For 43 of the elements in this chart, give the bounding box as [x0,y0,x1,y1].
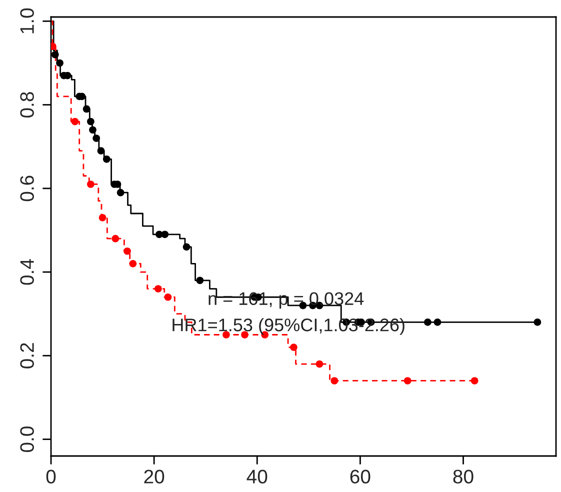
point [182,243,190,251]
point [470,377,478,384]
x-tick-label: 40 [246,470,268,484]
x-tick-label: 0 [46,470,56,484]
point [316,360,324,368]
y-tick-label: 0.0 [20,426,34,452]
point [97,147,105,154]
point [87,180,94,188]
point [129,260,137,268]
point [164,293,172,301]
point [241,331,248,338]
y-tick-label: 0.6 [20,176,34,202]
point [196,276,204,284]
y-tick-label: 0.8 [20,92,34,118]
y-tick-label: 0.2 [20,343,34,368]
point [71,118,79,126]
point [92,134,100,142]
point [330,377,338,384]
point [124,247,131,255]
annotation: HR1=1.53 (95%CI,1.03-2.26) [172,318,404,335]
x-tick-label: 80 [453,470,474,484]
point [222,331,230,338]
point [116,188,124,196]
point [424,318,432,326]
point [98,214,106,222]
point [161,230,169,238]
point [404,377,412,384]
point [434,318,442,326]
point [112,234,120,242]
y-tick-label: 1.0 [20,8,34,34]
point [87,118,94,126]
point [56,59,64,67]
point [82,105,90,113]
point [102,155,110,163]
x-tick-label: 60 [350,470,370,484]
point [299,302,307,310]
point [89,126,96,134]
x-tick-label: 20 [144,470,164,484]
point [51,50,59,58]
point [534,318,542,326]
y-tick-label: 0.4 [20,259,34,285]
point [154,285,162,292]
point [290,344,298,351]
